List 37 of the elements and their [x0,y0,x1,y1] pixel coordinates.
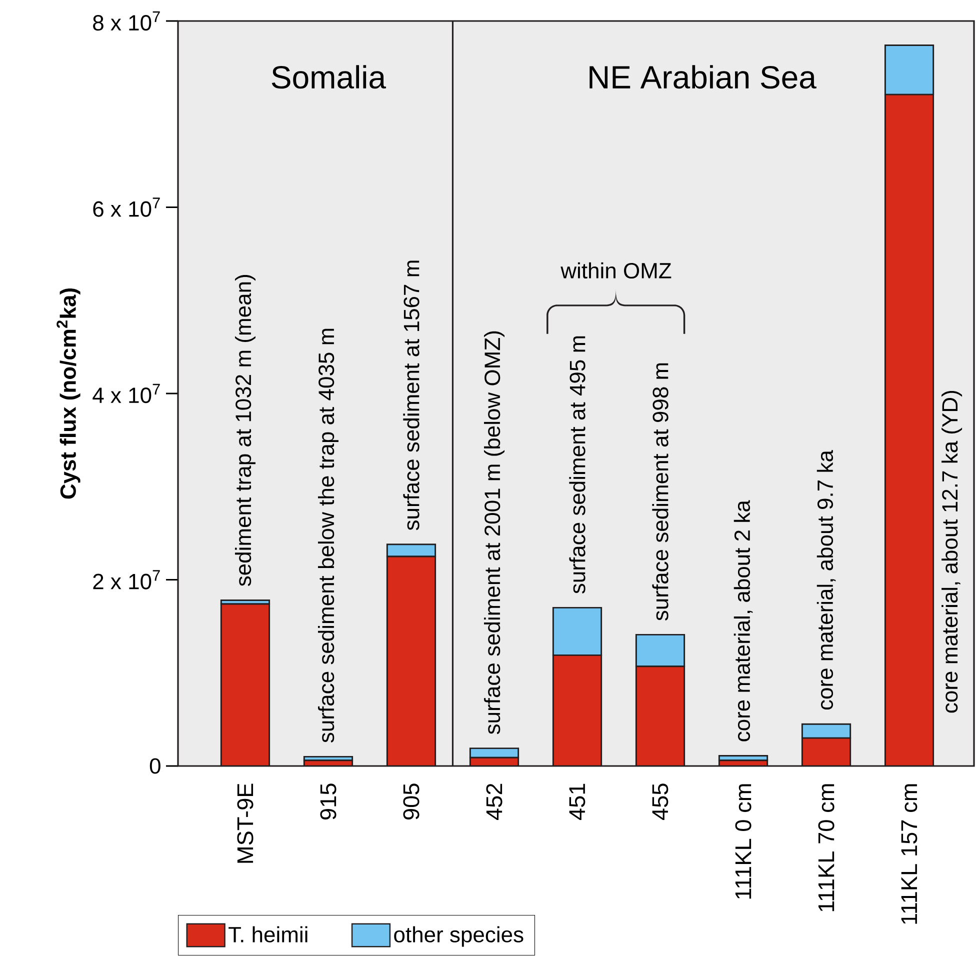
annotation: surface sediment at 2001 m (below OMZ) [484,331,504,734]
annotation: surface sediment below the trap at 4035 m [318,328,338,742]
y-tick-label: 4 x 10$^{7}$ [92,384,160,404]
bar [635,634,686,668]
x-tick-label: 452 [486,784,502,820]
annotation: core material, about 9.7 ka [816,450,836,710]
x-tick-label: 455 [652,784,668,820]
bar [553,655,602,766]
annotation: within OMZ [560,262,672,279]
y-axis-title: Cyst flux (no/cm$^{2}$ka) [56,288,80,499]
bar [387,556,436,766]
y-tick-label: 6 x 10$^{7}$ [93,198,160,217]
x-tick-label: 905 [403,784,420,820]
bar [636,666,684,766]
x-tick-label: 111KL 70 cm [818,784,834,912]
annotation: surface sediment at 495 m [569,336,586,594]
annotation: core material, about 2 ka [734,500,753,742]
bar [802,738,850,766]
annotation: sediment trap at 1032 m (mean) [234,275,256,586]
x-tick-label: 451 [569,784,586,820]
bar [801,723,852,739]
y-tick-label: 2 x 10$^{7}$ [93,570,160,590]
x-tick-label: 915 [320,784,336,820]
annotation: surface sediment at 998 m [652,363,668,620]
bar [552,606,602,656]
annotation: Somalia [272,65,386,89]
bar [221,604,270,766]
annotation: NE Arabian Sea [590,65,816,89]
y-tick-label: 8 x 10$^{7}$ [93,11,160,31]
x-tick-label: MST-9E [237,784,254,863]
x-tick-label: 111KL 0 cm [735,784,752,899]
annotation: surface sediment at 1567 m [403,260,420,530]
x-tick-label: 111KL 157 cm [901,784,918,924]
legend-label: T. heimii [228,926,308,942]
y-tick-label: 0 [150,758,160,774]
annotation: core material, about 12.7 ka (YD) [942,390,962,713]
legend-label: other species [394,926,524,947]
